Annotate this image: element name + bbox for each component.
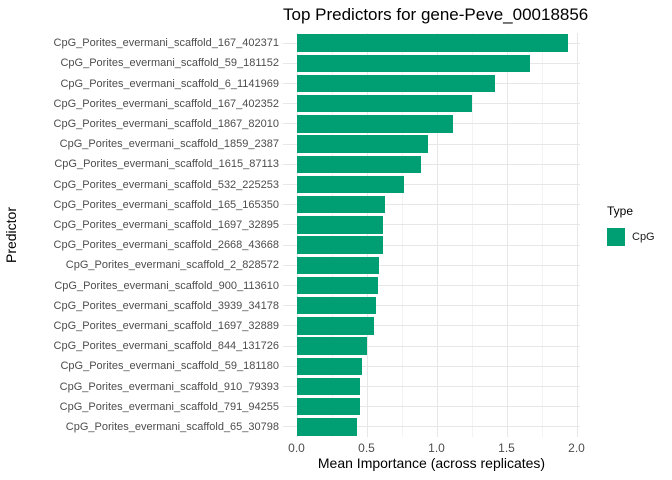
gridline-major-h [283,345,580,347]
gridline-major-v [506,33,508,437]
legend-title: Type [607,204,634,218]
gridline-major-v [576,33,578,437]
gridline-major-h [283,184,580,185]
bar [296,94,472,113]
gridline-minor-v [401,33,403,437]
bar [296,296,377,315]
gridline-major-h [283,386,580,387]
y-tick-label: CpG_Porites_evermani_scaffold_1859_2387 [59,138,279,151]
y-tick-label: CpG_Porites_evermani_scaffold_1697_32889 [53,319,279,332]
gridline-major-v [296,33,298,437]
y-tick-label: CpG_Porites_evermani_scaffold_900_113610 [54,279,279,292]
y-tick-label: CpG_Porites_evermani_scaffold_3939_34178 [53,299,279,312]
x-tick-label: 0.0 [288,441,305,455]
bar [296,74,496,93]
legend: Type CpG [607,204,655,246]
gridline-major-v [366,33,368,437]
gridline-major-h [283,224,580,226]
legend-items: CpG [607,228,655,246]
gridline-minor-v [331,33,333,437]
legend-label: CpG [632,231,655,243]
y-tick-label: CpG_Porites_evermani_scaffold_2_828572 [65,259,279,272]
bar [296,397,360,416]
bar [296,115,454,133]
y-tick-label: CpG_Porites_evermani_scaffold_59_181180 [60,360,279,373]
y-tick-label: CpG_Porites_evermani_scaffold_844_131726 [53,340,279,353]
bar [296,357,363,376]
gridline-major-h [283,244,580,246]
y-tick-label: CpG_Porites_evermani_scaffold_2668_43668 [53,239,279,252]
bar [296,216,384,234]
gridline-major-h [283,143,580,145]
bar [296,135,429,153]
bar [296,337,367,355]
bar [296,54,531,73]
gridline-major-h [283,365,580,367]
bar [296,377,360,396]
x-axis-title: Mean Importance (across replicates) [317,455,546,471]
legend-item: CpG [607,228,655,246]
bar [296,34,569,52]
y-tick-label: CpG_Porites_evermani_scaffold_6_1141969 [60,77,279,90]
bar [296,155,422,174]
plot-panel [283,33,580,437]
gridline-major-h [283,204,580,206]
y-axis-title: Predictor [3,206,19,264]
gridline-major-v [436,33,438,437]
gridline-major-h [283,406,580,408]
gridline-minor-v [471,33,473,437]
y-tick-label: CpG_Porites_evermani_scaffold_165_165350 [53,198,279,211]
gridline-major-h [283,264,580,266]
bar [296,276,378,295]
y-tick-label: CpG_Porites_evermani_scaffold_1615_87113 [54,158,279,171]
y-tick-label: CpG_Porites_evermani_scaffold_167_402371 [53,37,279,50]
y-tick-label: CpG_Porites_evermani_scaffold_791_94255 [59,400,279,413]
y-tick-label: CpG_Porites_evermani_scaffold_910_79393 [59,380,279,393]
gridline-major-h [283,426,580,428]
bar [296,195,385,214]
gridline-major-h [283,305,580,307]
bar [296,236,384,254]
bar [296,175,405,194]
y-tick-label: CpG_Porites_evermani_scaffold_1867_82010 [53,117,279,130]
gridline-minor-v [541,33,543,437]
y-tick-label: CpG_Porites_evermani_scaffold_59_181152 [60,57,279,70]
bar [296,317,374,335]
bar [296,256,380,275]
gridline-major-h [283,325,580,327]
x-tick-label: 0.5 [358,441,375,455]
y-tick-label: CpG_Porites_evermani_scaffold_1697_32895 [53,218,279,231]
y-tick-label: CpG_Porites_evermani_scaffold_65_30798 [65,420,279,433]
y-tick-label: CpG_Porites_evermani_scaffold_532_225253 [53,178,279,191]
gridline-major-h [283,163,580,165]
gridline-major-h [283,285,580,286]
x-tick-label: 1.5 [498,441,515,455]
y-tick-label: CpG_Porites_evermani_scaffold_167_402352 [53,97,279,110]
x-tick-label: 2.0 [568,441,585,455]
x-tick-label: 1.0 [428,441,445,455]
bar [296,418,357,436]
legend-swatch [607,228,625,246]
chart-title: Top Predictors for gene-Peve_00018856 [283,5,589,24]
